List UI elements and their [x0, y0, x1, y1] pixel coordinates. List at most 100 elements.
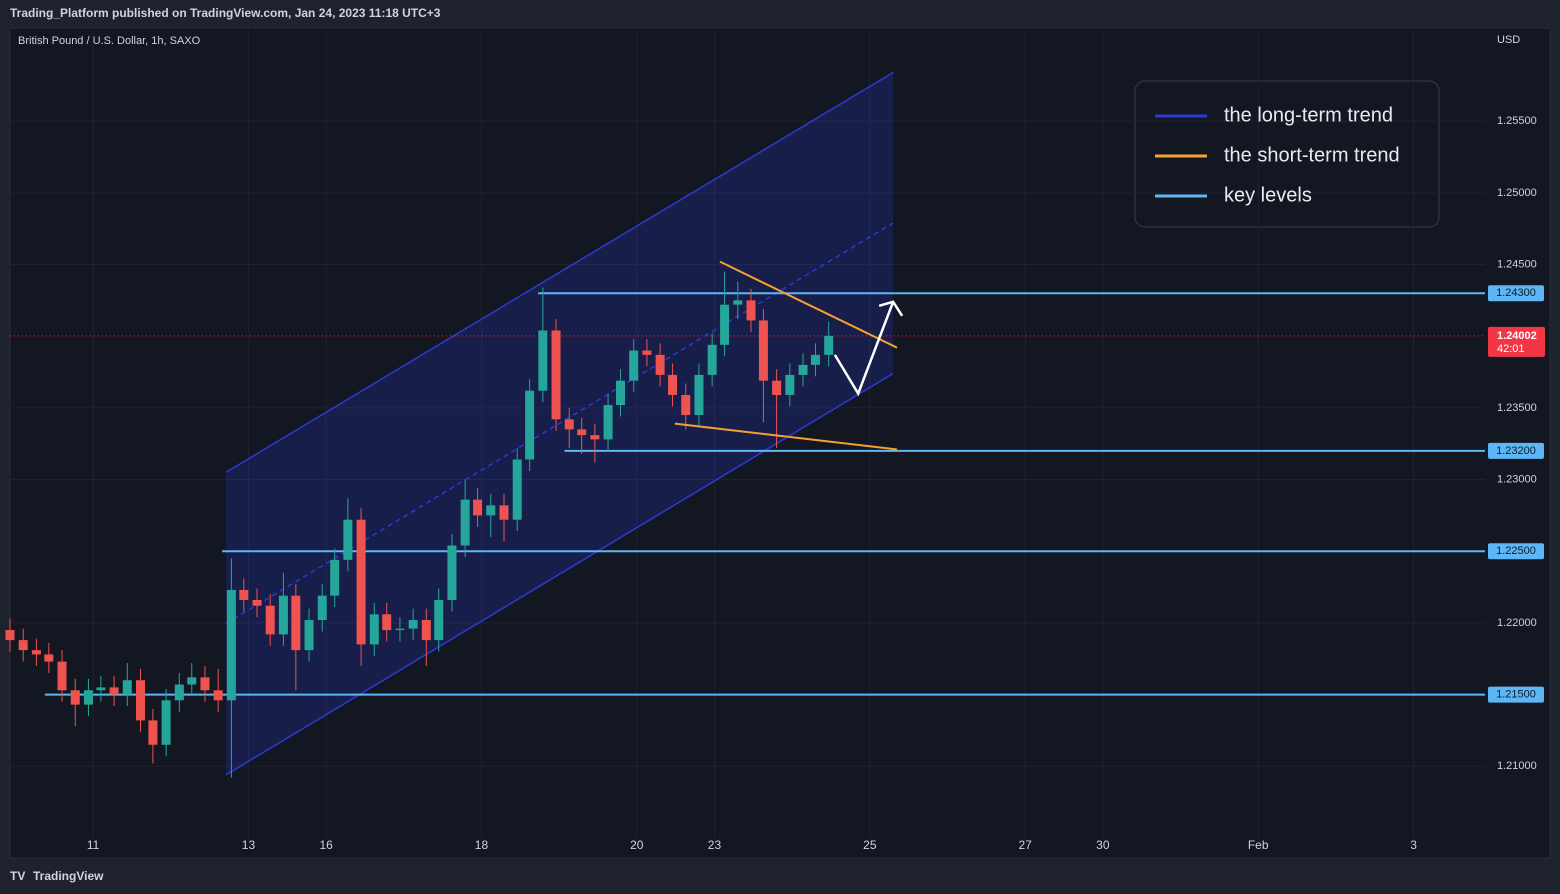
- key-level-label: 1.23200: [1496, 445, 1536, 457]
- candle-body: [434, 599, 444, 641]
- candle-body: [148, 720, 158, 745]
- candle-body: [278, 595, 288, 635]
- candle-body: [291, 595, 301, 651]
- footer-logo: TV: [10, 869, 25, 883]
- x-tick-label: 25: [863, 838, 877, 852]
- key-level-tag: [1488, 686, 1544, 703]
- y-tick-label: 1.21000: [1497, 760, 1537, 772]
- candle-body: [551, 330, 561, 420]
- footer-brand: TradingView: [33, 869, 104, 883]
- candle-body: [642, 350, 652, 355]
- candle-body: [44, 654, 54, 662]
- candle-body: [369, 614, 379, 645]
- candle-body: [720, 304, 730, 345]
- channel-middle: [225, 222, 894, 625]
- candle-body: [486, 505, 496, 516]
- candle-body: [5, 630, 15, 641]
- candle-body: [161, 700, 171, 745]
- chart-title: British Pound / U.S. Dollar, 1h, SAXO: [18, 35, 201, 47]
- candle-body: [785, 374, 795, 395]
- currency: USD: [1497, 34, 1520, 46]
- candle-body: [122, 680, 132, 695]
- x-tick-label: 16: [319, 838, 333, 852]
- channel-lower: [225, 372, 894, 776]
- y-tick-label: 1.23000: [1497, 473, 1537, 485]
- last-price-countdown: 42:01: [1497, 343, 1525, 355]
- key-level-tag: [1488, 543, 1544, 560]
- key-level-tag: [1488, 442, 1544, 459]
- candle-body: [590, 435, 600, 440]
- candle-body: [707, 344, 717, 375]
- candle-body: [655, 354, 665, 375]
- candle-body: [421, 620, 431, 641]
- legend-label: the short-term trend: [1224, 144, 1400, 166]
- candle-body: [31, 650, 41, 655]
- candle-body: [265, 605, 275, 635]
- candle-body: [758, 320, 768, 381]
- key-level-label: 1.22500: [1496, 545, 1536, 557]
- candle-body: [460, 499, 470, 546]
- key-level-label: 1.24300: [1496, 287, 1536, 299]
- candle-body: [525, 390, 535, 460]
- candle-body: [629, 350, 639, 381]
- projection-path: [833, 301, 895, 397]
- short-term-line: [674, 422, 898, 451]
- candle-body: [343, 519, 353, 560]
- candle-body: [317, 595, 327, 621]
- candle-body: [408, 620, 418, 629]
- candle-body: [239, 589, 249, 600]
- candle-body: [226, 589, 236, 701]
- last-price-label: 1.24002: [1497, 330, 1537, 342]
- last-price-tag: [1488, 326, 1545, 357]
- candle-body: [213, 690, 223, 701]
- candle-body: [668, 374, 678, 395]
- candle-body: [538, 330, 548, 391]
- candle-body: [772, 380, 782, 395]
- candle-body: [18, 640, 28, 651]
- candle-body: [395, 628, 405, 631]
- projection-arrowhead: [878, 300, 904, 317]
- candle-body: [694, 374, 704, 416]
- candle-body: [512, 459, 522, 520]
- publisher: Trading_Platform published on TradingVie…: [10, 6, 441, 20]
- candle-body: [733, 300, 743, 305]
- x-tick-label: 23: [708, 838, 722, 852]
- y-tick-label: 1.24500: [1497, 258, 1537, 270]
- candle-body: [746, 300, 756, 321]
- candle-body: [304, 620, 314, 651]
- short-term-line: [719, 260, 898, 349]
- candle-body: [135, 680, 145, 721]
- x-tick-label: 3: [1410, 838, 1417, 852]
- key-level-tag: [1488, 285, 1544, 302]
- candle-body: [810, 354, 820, 365]
- candle-body: [603, 405, 613, 440]
- x-tick-label: 13: [242, 838, 256, 852]
- candle-body: [824, 335, 834, 355]
- candle-body: [473, 499, 483, 516]
- candle-body: [187, 677, 197, 685]
- candle-body: [564, 419, 574, 430]
- candle-body: [382, 614, 392, 631]
- y-tick-label: 1.25000: [1497, 187, 1537, 199]
- candle-body: [681, 394, 691, 416]
- x-tick-label: 20: [630, 838, 644, 852]
- candle-body: [447, 545, 457, 600]
- candle-body: [174, 684, 184, 701]
- candle-body: [499, 505, 509, 520]
- channel-upper: [225, 71, 894, 474]
- legend-box: [1134, 80, 1440, 228]
- x-tick-label: 27: [1018, 838, 1032, 852]
- x-tick-label: 18: [475, 838, 489, 852]
- candle-body: [252, 599, 262, 606]
- y-tick-label: 1.22000: [1497, 617, 1537, 629]
- x-tick-label: Feb: [1248, 838, 1269, 852]
- candle-body: [70, 690, 80, 705]
- candle-body: [330, 559, 340, 596]
- key-level-label: 1.21500: [1496, 688, 1536, 700]
- candle-body: [200, 677, 210, 691]
- candle-body: [577, 429, 587, 436]
- x-tick-label: 11: [87, 838, 100, 852]
- y-tick-label: 1.25500: [1497, 115, 1537, 127]
